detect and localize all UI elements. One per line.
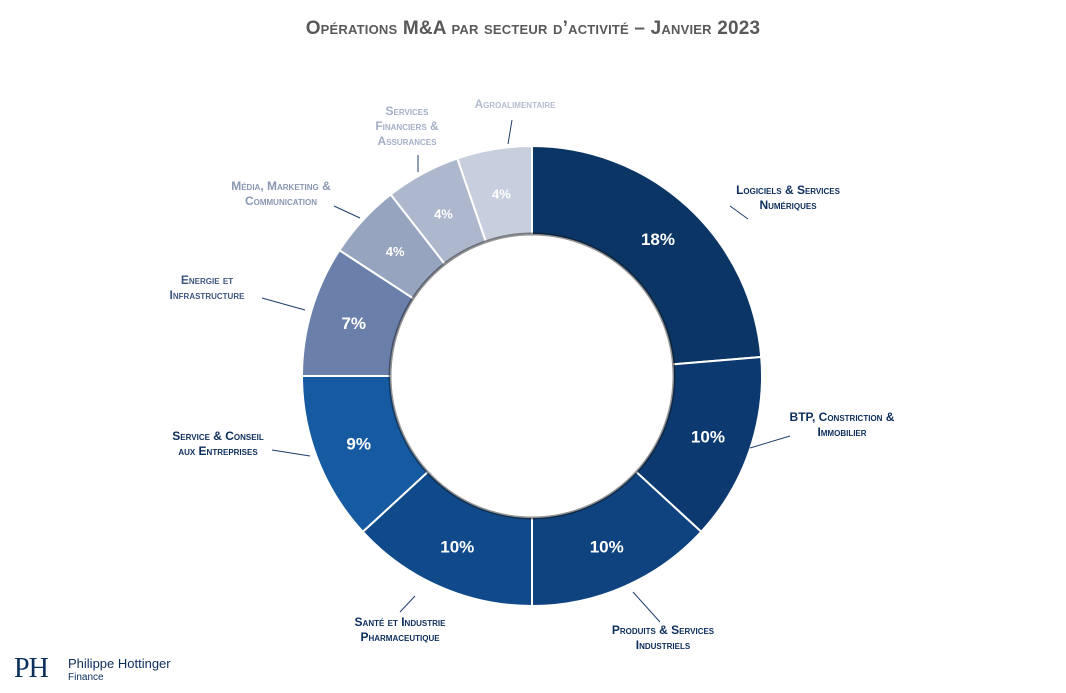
percent-label-7: 4% [434,206,453,221]
chart-title: Opérations M&A par secteur d’activité – … [305,18,761,39]
logo-name: Philippe Hottinger [68,656,171,671]
percent-label-4: 9% [346,435,371,454]
category-label-4: Service & Conseil aux Entreprises [172,429,264,458]
leader-line-5 [261,297,306,311]
category-label-6: Média, Marketing & Communication [231,179,331,208]
leader-line-6 [333,205,361,219]
category-label-5: Energie et Infrastructure [170,273,246,302]
donut-hole-edge [388,232,676,520]
category-labels: Logiciels & Services Numériques BTP, Const… [170,97,895,652]
percent-label-8: 4% [492,187,511,202]
percent-label-0: 18% [641,230,675,249]
percent-label-5: 7% [341,314,366,333]
leader-line-2 [632,591,661,623]
logo-mark: PH [14,653,49,684]
percent-label-2: 10% [590,537,624,556]
leader-lines [261,119,791,623]
percent-labels: 18% 10% 10% 10% 9% 7% 4% 4% 4% [341,187,724,557]
leader-line-8 [507,119,513,145]
category-label-2: Produits & Services Industriels [612,623,715,652]
percent-label-1: 10% [691,427,725,446]
category-label-3: Santé et Industrie Pharmaceutique [355,615,447,644]
category-label-8: Agroalimentaire [475,97,557,111]
category-label-0: Logiciels & Services Numériques [736,183,841,212]
percent-label-6: 4% [386,244,405,259]
leader-line-4 [271,449,311,457]
leader-line-0 [729,205,749,220]
percent-label-3: 10% [440,537,474,556]
category-label-7: Services Financiers & Assurances [375,104,439,148]
category-label-1: BTP, Constriction & Immobilier [790,410,895,439]
leader-line-3 [399,595,416,613]
logo-subtitle: Finance [68,672,104,683]
leader-line-1 [749,435,791,449]
donut-hole [390,234,674,518]
